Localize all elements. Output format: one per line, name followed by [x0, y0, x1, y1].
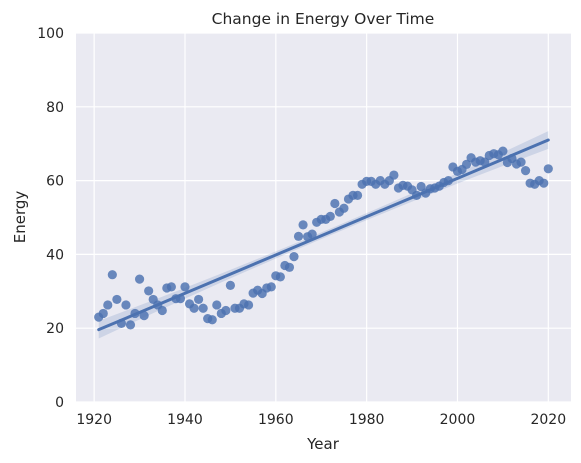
y-tick-label: 40: [46, 247, 64, 263]
data-point: [267, 282, 276, 291]
y-axis-title: Energy: [11, 191, 29, 244]
data-point: [389, 170, 398, 179]
data-point: [158, 306, 167, 315]
data-point: [544, 164, 553, 173]
data-point: [353, 191, 362, 200]
data-point: [539, 179, 548, 188]
y-tick-label: 100: [37, 26, 64, 42]
data-point: [498, 146, 507, 155]
data-point: [226, 281, 235, 290]
data-point: [326, 212, 335, 221]
data-point: [180, 282, 189, 291]
data-point: [521, 166, 530, 175]
data-point: [103, 300, 112, 309]
x-axis-title: Year: [306, 435, 340, 453]
x-tick-label: 2020: [530, 412, 566, 428]
data-point: [108, 270, 117, 279]
x-tick-label: 1920: [76, 412, 112, 428]
x-tick-labels: 1920 1940 1960 1980 2000 2020: [76, 412, 566, 428]
data-point: [289, 252, 298, 261]
data-point: [194, 295, 203, 304]
data-point: [294, 232, 303, 241]
x-tick-label: 1980: [349, 412, 385, 428]
data-point: [221, 306, 230, 315]
data-point: [126, 320, 135, 329]
data-point: [167, 282, 176, 291]
data-point: [339, 204, 348, 213]
data-point: [208, 315, 217, 324]
data-point: [212, 300, 221, 309]
data-point: [112, 295, 121, 304]
y-tick-label: 0: [55, 395, 64, 411]
data-point: [135, 275, 144, 284]
data-point: [199, 304, 208, 313]
data-point: [516, 158, 525, 167]
data-point: [298, 220, 307, 229]
x-tick-label: 1940: [167, 412, 203, 428]
y-tick-label: 60: [46, 174, 64, 190]
y-tick-label: 20: [46, 321, 64, 337]
data-point: [276, 272, 285, 281]
y-tick-labels: 0 20 40 60 80 100: [37, 26, 64, 411]
y-tick-label: 80: [46, 100, 64, 116]
data-point: [144, 286, 153, 295]
x-tick-label: 2000: [440, 412, 476, 428]
x-tick-label: 1960: [258, 412, 294, 428]
data-point: [189, 304, 198, 313]
chart-title: Change in Energy Over Time: [212, 10, 435, 28]
data-point: [99, 309, 108, 318]
data-point: [244, 300, 253, 309]
data-point: [285, 263, 294, 272]
data-point: [330, 199, 339, 208]
data-point: [121, 300, 130, 309]
